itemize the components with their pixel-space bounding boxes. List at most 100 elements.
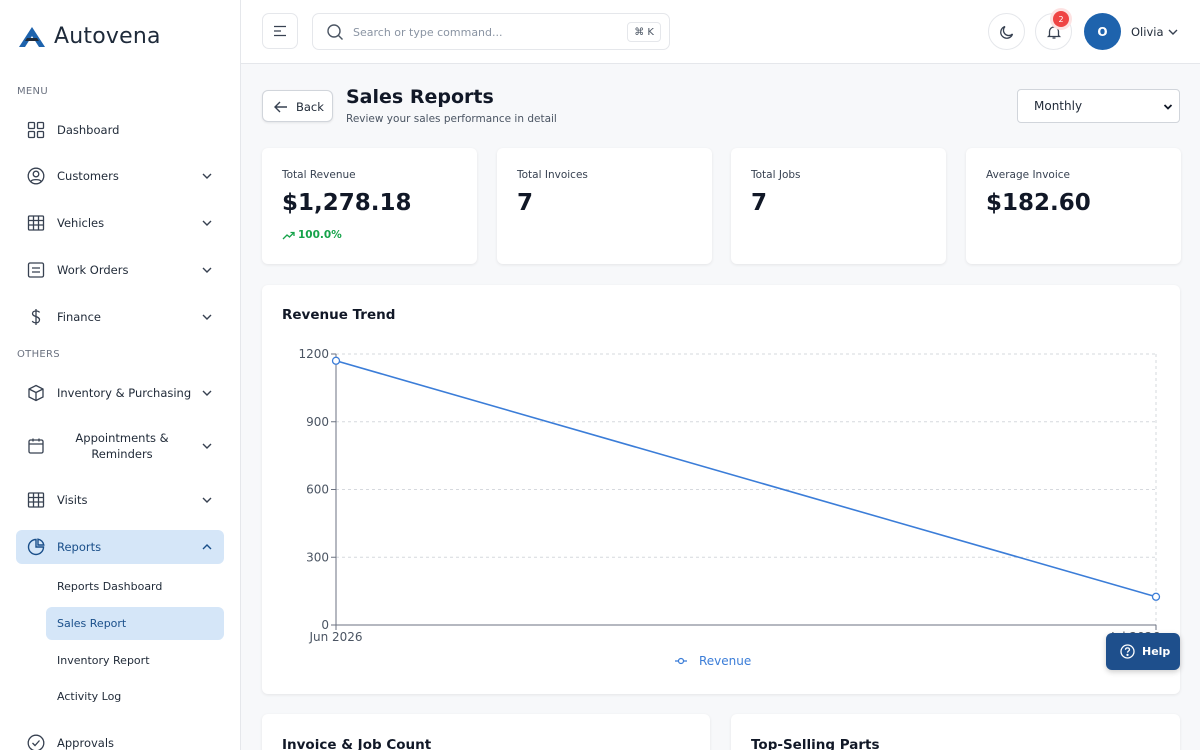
sidebar-item-label: Finance [57, 310, 101, 324]
search-input[interactable] [353, 23, 613, 41]
sidebar-toggle-button[interactable] [262, 13, 298, 49]
chevron-down-icon [202, 267, 212, 273]
sidebar-item-label: Visits [57, 493, 88, 507]
stat-trend-value: 100.0% [298, 229, 342, 241]
help-button-label: Help [1142, 645, 1171, 658]
sidebar-subitem-reports-dashboard[interactable]: Reports Dashboard [46, 570, 224, 603]
sidebar-subitem-label: Sales Report [57, 617, 127, 630]
sidebar-item-customers[interactable]: Customers [16, 159, 224, 193]
y-tick-label: 1200 [298, 347, 329, 361]
sidebar-item-appointments-reminders[interactable]: Appointments & Reminders [16, 429, 224, 463]
stat-label: Total Invoices [517, 169, 588, 181]
stat-label: Average Invoice [986, 169, 1070, 181]
card-title: Invoice & Job Count [282, 737, 432, 750]
sidebar-subitem-label: Inventory Report [57, 654, 150, 667]
arrow-left-icon [274, 101, 287, 113]
list-box-icon [27, 262, 45, 278]
back-button-label: Back [296, 100, 324, 114]
search-icon [327, 24, 343, 40]
chevron-down-icon [202, 443, 212, 449]
sidebar: Autovena MENU Dashboard Customers Vehicl… [0, 0, 241, 750]
sidebar-item-label: Inventory & Purchasing [57, 386, 192, 400]
moon-icon [999, 25, 1013, 39]
menu-section-label: MENU [17, 86, 48, 97]
stat-label: Total Jobs [751, 169, 801, 181]
sidebar-item-finance[interactable]: Finance [16, 300, 224, 334]
chevron-down-icon[interactable] [1167, 26, 1179, 38]
stat-value: 7 [517, 190, 534, 216]
dashboard-grid-icon [27, 121, 45, 139]
chevron-down-icon [1163, 104, 1173, 110]
sidebar-item-vehicles[interactable]: Vehicles [16, 206, 224, 240]
topbar: ⌘ K 2 O Olivia [241, 0, 1200, 64]
card-title: Top-Selling Parts [751, 737, 880, 750]
sidebar-item-dashboard[interactable]: Dashboard [16, 113, 224, 147]
notifications-button[interactable]: 2 [1035, 11, 1072, 50]
sidebar-subitem-label: Reports Dashboard [57, 580, 163, 593]
data-point [331, 356, 341, 365]
table-grid-icon [27, 215, 45, 231]
legend-marker-icon [677, 657, 685, 665]
period-select-value: Monthly [1034, 99, 1083, 113]
user-avatar[interactable]: O [1084, 13, 1121, 50]
stat-label: Total Revenue [282, 169, 356, 181]
sidebar-item-label: Vehicles [57, 216, 105, 230]
stat-card-total-invoices: Total Invoices 7 [497, 148, 712, 264]
stat-value: $182.60 [986, 190, 1091, 216]
pie-chart-icon [27, 538, 45, 556]
stat-value: 7 [751, 190, 768, 216]
sidebar-item-label: Work Orders [57, 263, 129, 277]
sidebar-item-label: Approvals [57, 736, 115, 750]
sidebar-item-visits[interactable]: Visits [16, 483, 224, 517]
menu-icon [274, 25, 286, 37]
user-circle-icon [27, 167, 45, 185]
top-selling-parts-card: Top-Selling Parts [731, 714, 1180, 750]
chevron-down-icon [202, 497, 212, 503]
sidebar-subitem-inventory-report[interactable]: Inventory Report [46, 644, 224, 677]
search-shortcut-hint: ⌘ K [627, 22, 661, 42]
sidebar-subitem-sales-report[interactable]: Sales Report [46, 607, 224, 640]
calendar-icon [28, 438, 44, 454]
y-tick-label: 0 [321, 618, 329, 632]
help-button[interactable]: Help [1106, 633, 1180, 670]
sidebar-subitem-activity-log[interactable]: Activity Log [46, 680, 224, 713]
help-circle-icon [1120, 644, 1135, 659]
table-grid-icon [27, 492, 45, 508]
sidebar-item-label: Reports [57, 540, 102, 554]
stat-trend: 100.0% [282, 229, 342, 241]
chevron-up-icon [202, 544, 212, 550]
brand[interactable]: Autovena [18, 24, 161, 49]
chevron-down-icon [202, 220, 212, 226]
stat-card-average-invoice: Average Invoice $182.60 [966, 148, 1181, 264]
period-select[interactable]: Monthly [1017, 89, 1180, 123]
chevron-down-icon [202, 314, 212, 320]
sidebar-item-work-orders[interactable]: Work Orders [16, 253, 224, 287]
stat-card-total-revenue: Total Revenue $1,278.18 100.0% [262, 148, 477, 264]
chevron-down-icon [202, 390, 212, 396]
sidebar-item-reports[interactable]: Reports [16, 530, 224, 564]
y-tick-label: 300 [306, 550, 329, 564]
sidebar-item-inventory-purchasing[interactable]: Inventory & Purchasing [16, 376, 224, 410]
legend-label: Revenue [699, 654, 751, 668]
invoice-job-count-card: Invoice & Job Count [262, 714, 710, 750]
search-bar[interactable]: ⌘ K [312, 13, 670, 50]
y-tick-label: 600 [306, 483, 329, 497]
back-button[interactable]: Back [262, 90, 333, 122]
sidebar-subitem-label: Activity Log [57, 690, 122, 703]
trend-up-icon [282, 231, 295, 239]
page-title: Sales Reports [346, 86, 494, 108]
sidebar-item-label: Appointments & Reminders [75, 431, 169, 461]
theme-toggle-button[interactable] [988, 13, 1025, 50]
series-line-revenue [335, 360, 1157, 598]
stat-value: $1,278.18 [282, 190, 412, 216]
chevron-down-icon [202, 173, 212, 179]
sidebar-item-approvals[interactable]: Approvals [16, 726, 224, 750]
x-tick-label: Jun 2026 [308, 630, 362, 644]
autovena-logo-icon [19, 26, 45, 47]
dollar-icon [31, 309, 41, 325]
user-name[interactable]: Olivia [1131, 25, 1164, 39]
y-tick-label: 900 [306, 415, 329, 429]
brand-name: Autovena [54, 24, 161, 49]
